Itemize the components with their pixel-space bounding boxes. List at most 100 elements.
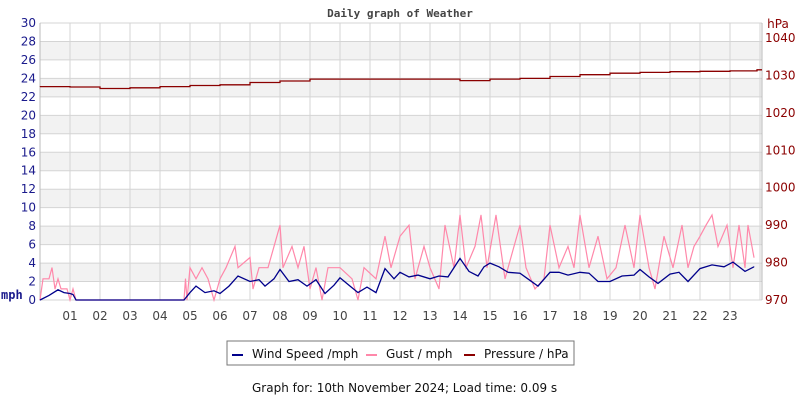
data-point-gust — [258, 267, 260, 269]
data-point-pressure — [129, 87, 131, 89]
data-point-gust — [744, 267, 746, 269]
data-point-gust — [672, 267, 674, 269]
x-tick-label: 12 — [392, 309, 407, 323]
data-point-gust — [207, 278, 209, 280]
data-point-gust — [249, 257, 251, 258]
chart-title: Daily graph of Weather — [327, 7, 473, 20]
right-tick-label: 980 — [765, 256, 788, 270]
data-point-gust — [567, 246, 569, 247]
data-point-wind — [189, 292, 191, 294]
data-point-gust — [687, 267, 689, 269]
data-point-wind — [711, 264, 713, 266]
data-point-pressure — [99, 88, 101, 89]
data-point-gust — [219, 278, 221, 280]
data-point-wind — [483, 266, 485, 268]
data-point-wind — [306, 285, 308, 287]
data-point-wind — [744, 270, 746, 272]
data-point-wind — [519, 272, 521, 274]
data-point-wind — [597, 281, 599, 282]
data-point-wind — [333, 284, 335, 286]
data-point-wind — [621, 275, 623, 277]
data-point-wind — [375, 292, 377, 294]
data-point-wind — [489, 262, 491, 264]
right-tick-label: 1030 — [765, 68, 796, 82]
data-point-gust — [573, 267, 575, 269]
data-point-gust — [606, 278, 608, 280]
data-point-gust — [48, 278, 50, 280]
data-point-gust — [351, 278, 353, 280]
data-point-gust — [681, 224, 683, 226]
data-point-gust — [597, 235, 599, 237]
data-point-wind — [459, 258, 461, 259]
data-point-wind — [723, 266, 725, 268]
data-point-wind — [219, 293, 221, 294]
left-tick-label: 0 — [28, 293, 36, 307]
data-point-pressure — [729, 70, 731, 72]
data-point-wind — [357, 292, 359, 294]
data-point-wind — [753, 266, 755, 268]
data-point-wind — [264, 285, 266, 287]
data-point-gust — [327, 267, 329, 269]
data-point-gust — [51, 267, 53, 269]
data-point-gust — [699, 235, 701, 237]
data-point-wind — [288, 281, 290, 282]
data-point-pressure — [309, 78, 311, 80]
data-point-wind — [687, 281, 689, 282]
data-point-wind — [273, 278, 275, 280]
right-axis-unit: hPa — [767, 17, 789, 31]
data-point-wind — [468, 270, 470, 272]
grid-band — [40, 41, 762, 60]
data-point-pressure — [249, 82, 251, 83]
data-point-wind — [498, 266, 500, 268]
data-point-wind — [438, 275, 440, 277]
data-point-pressure — [639, 72, 641, 73]
data-point-gust — [189, 267, 191, 269]
data-point-gust — [291, 246, 293, 247]
data-point-gust — [375, 278, 377, 280]
data-point-gust — [185, 278, 186, 280]
data-point-gust — [738, 224, 740, 226]
data-point-gust — [186, 299, 188, 301]
data-point-wind — [213, 290, 215, 292]
x-tick-label: 06 — [212, 309, 227, 323]
data-point-gust — [303, 246, 305, 247]
left-tick-label: 20 — [21, 108, 36, 122]
data-point-gust — [42, 278, 44, 280]
data-point-wind — [528, 279, 530, 281]
left-tick-label: 16 — [21, 145, 36, 159]
data-point-wind — [228, 285, 230, 287]
data-point-wind — [63, 292, 65, 294]
left-tick-label: 2 — [28, 275, 36, 289]
data-point-gust — [495, 214, 497, 216]
data-point-gust — [747, 224, 749, 226]
data-point-wind — [609, 281, 611, 282]
data-point-gust — [414, 278, 416, 280]
data-point-gust — [717, 246, 719, 247]
data-point-wind — [408, 276, 410, 278]
data-point-gust — [225, 267, 227, 269]
footer-text: Graph for: 10th November 2024; Load time… — [252, 381, 557, 395]
data-point-gust — [558, 267, 560, 269]
data-point-gust — [534, 288, 536, 290]
data-point-wind — [588, 272, 590, 274]
x-tick-label: 15 — [482, 309, 497, 323]
data-point-wind — [669, 273, 671, 275]
data-point-wind — [237, 275, 239, 277]
data-point-gust — [321, 299, 323, 301]
x-tick-label: 08 — [272, 309, 287, 323]
data-point-gust — [579, 214, 581, 216]
data-point-gust — [57, 278, 59, 280]
data-point-wind — [579, 271, 581, 273]
data-point-wind — [393, 278, 395, 280]
series-line-gust — [39, 213, 755, 303]
data-point-wind — [537, 285, 539, 287]
data-point-wind — [429, 278, 431, 280]
data-point-wind — [258, 279, 260, 281]
data-point-gust — [213, 299, 215, 301]
data-point-gust — [60, 288, 62, 290]
x-tick-label: 16 — [512, 309, 527, 323]
x-tick-label: 22 — [692, 309, 707, 323]
data-point-wind — [315, 279, 317, 281]
data-point-gust — [654, 288, 656, 290]
data-point-pressure — [699, 70, 701, 72]
